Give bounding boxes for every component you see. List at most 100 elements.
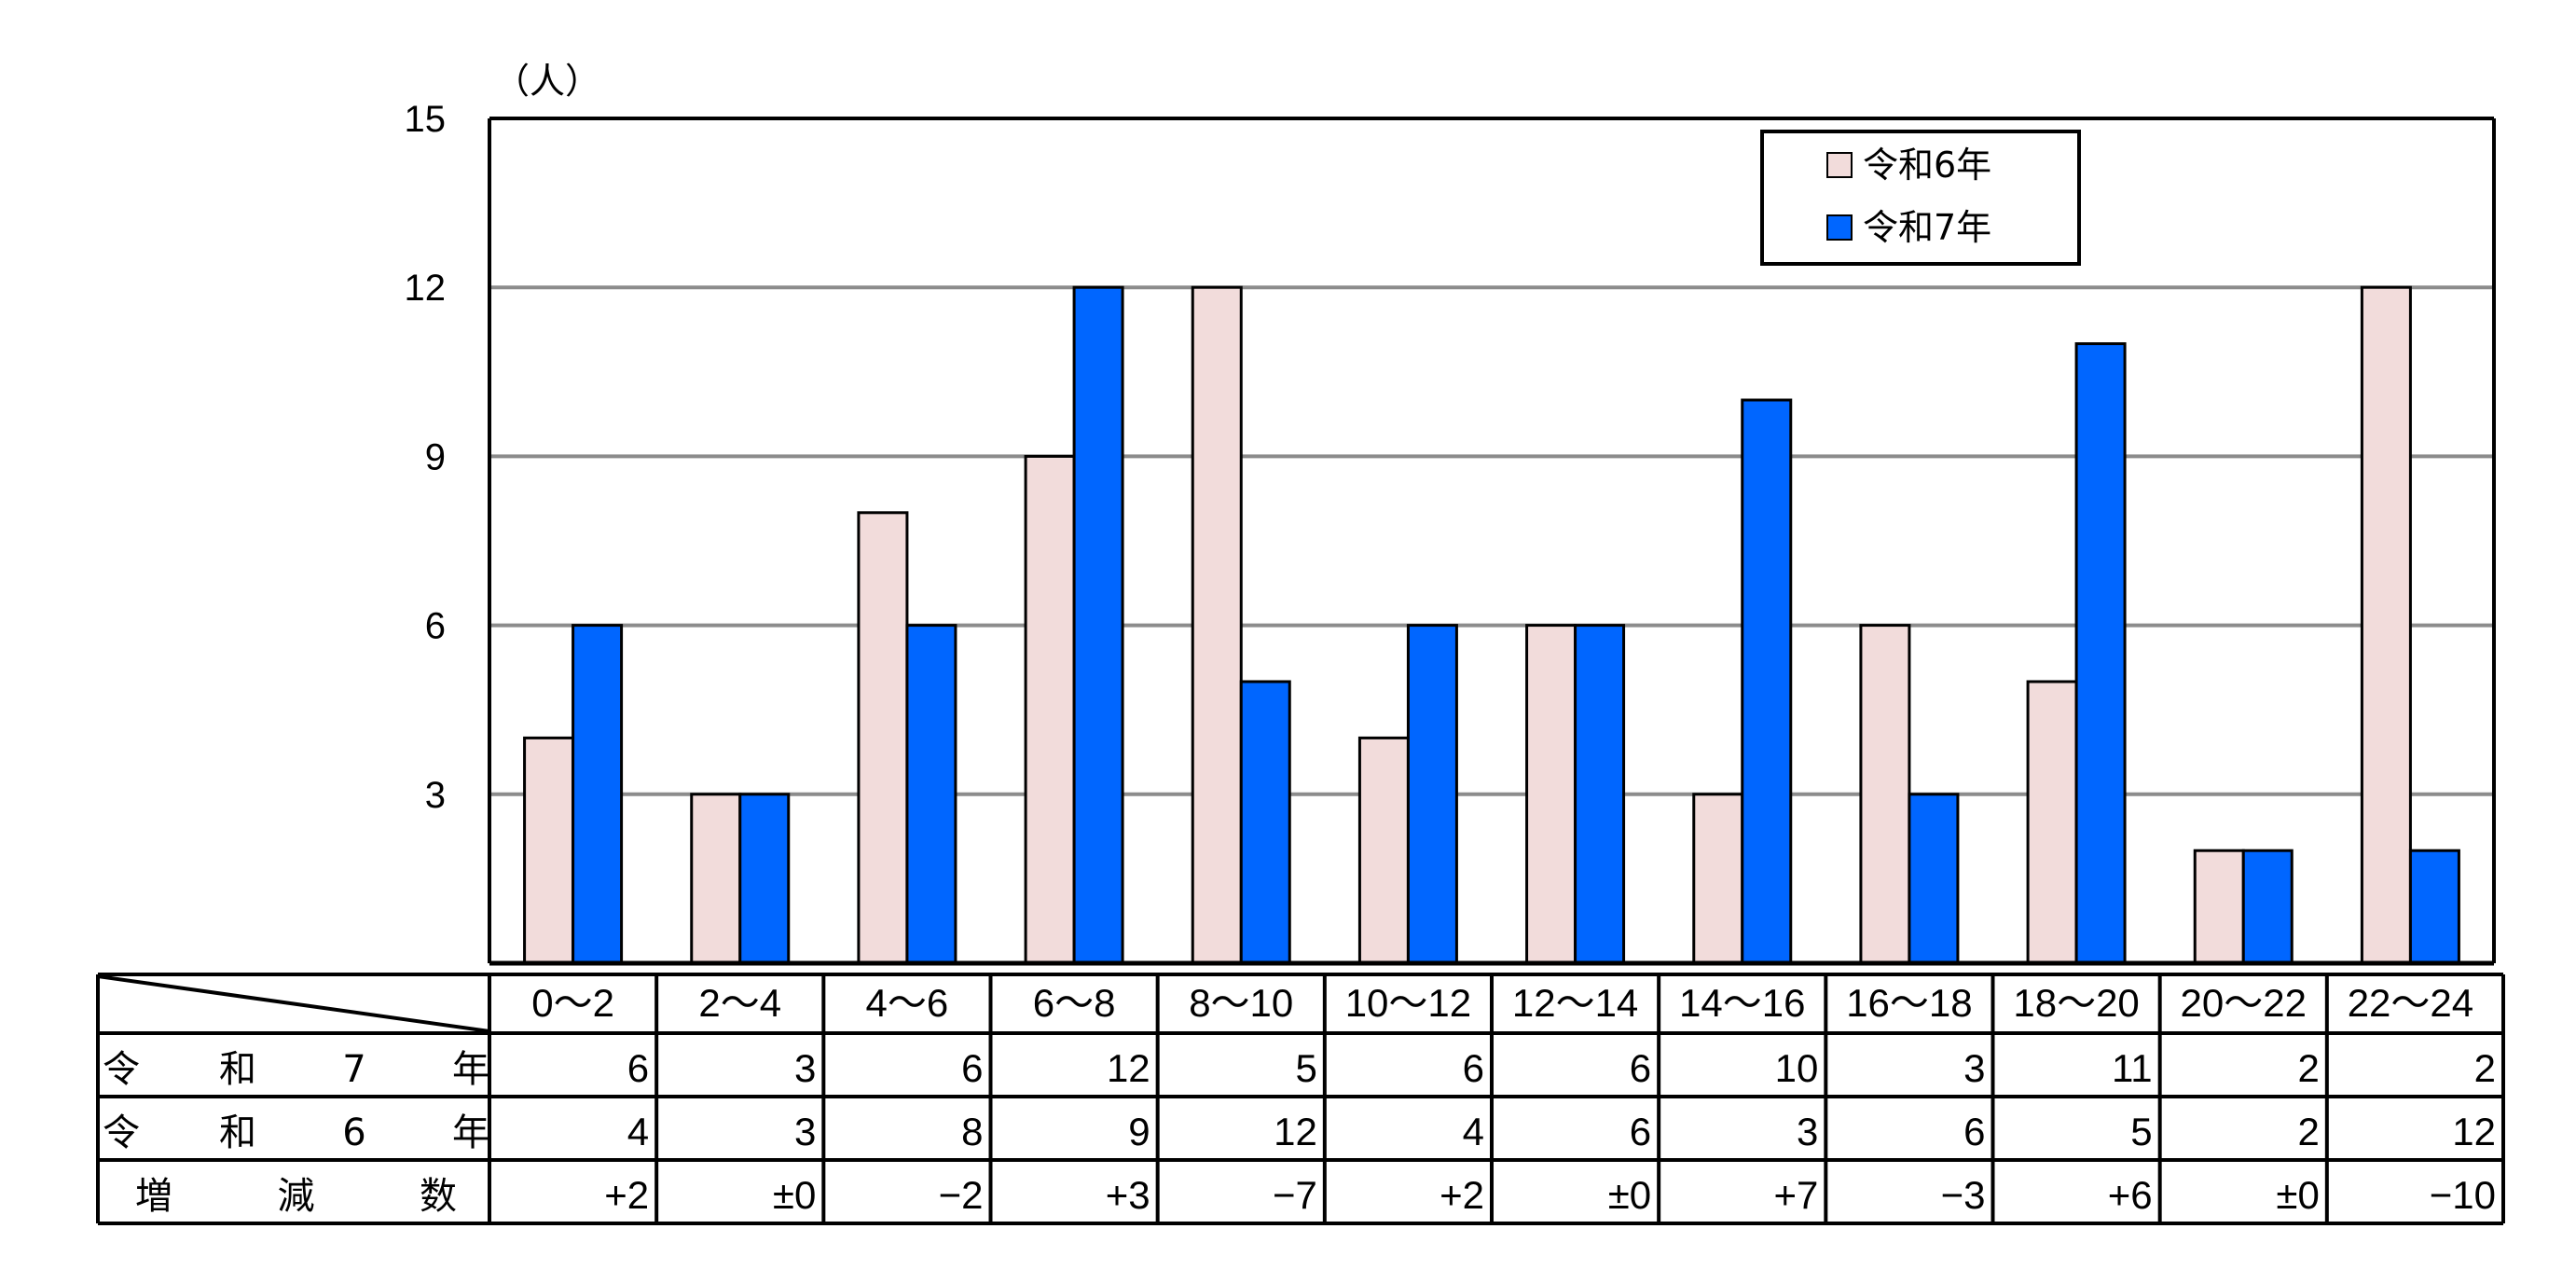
- table-cell: 4: [627, 1110, 649, 1153]
- row-label-char: 6: [342, 1111, 365, 1154]
- bar-r6: [2193, 849, 2245, 965]
- row-label-char: 減: [278, 1175, 315, 1218]
- table-cell: 2: [2474, 1046, 2496, 1090]
- bar-r7: [1574, 624, 1626, 965]
- bar-r6: [2026, 680, 2078, 965]
- bar-r6: [857, 511, 909, 965]
- bar-r6: [690, 793, 742, 965]
- table-cell: ±0: [773, 1173, 816, 1217]
- table-cell: 4: [1463, 1110, 1484, 1153]
- header-diagonal: [97, 974, 490, 1033]
- table-cell: 9: [1128, 1110, 1150, 1153]
- y-tick-label: 9: [425, 436, 446, 477]
- bar-r6: [523, 736, 575, 965]
- category-label: 10～12: [1345, 981, 1471, 1025]
- category-label: 12～14: [1512, 981, 1638, 1025]
- table-cell: 3: [1963, 1046, 1985, 1090]
- row-label-char: 増: [135, 1175, 172, 1218]
- bar-r7: [1239, 680, 1291, 965]
- legend-label: 令和7年: [1863, 207, 1991, 248]
- y-unit-label: （人）: [494, 61, 600, 102]
- row-label-char: 和: [219, 1048, 256, 1091]
- bar-r7: [905, 624, 957, 965]
- table-cell: 6: [1630, 1110, 1651, 1153]
- y-tick-label: 15: [405, 99, 447, 140]
- table-cell: −2: [939, 1173, 984, 1217]
- table-cell: −7: [1273, 1173, 1317, 1217]
- bar-r7: [1908, 793, 1960, 965]
- bar-r7: [572, 624, 624, 965]
- table-cell: 11: [2112, 1046, 2153, 1090]
- data-table: 0～2 2～4 4～6 6～8 8～10 10～12 12～14 14～16 16～18 18～2…: [96, 973, 2505, 1225]
- category-label: 0～2: [531, 981, 614, 1025]
- table-cell: +2: [604, 1173, 649, 1217]
- table-cell: 6: [1630, 1046, 1651, 1090]
- table-cell: 6: [1463, 1046, 1484, 1090]
- table-cell: +7: [1773, 1173, 1818, 1217]
- table-cell: +2: [1440, 1173, 1484, 1217]
- table-cell: 8: [961, 1110, 983, 1153]
- bars: [523, 285, 2460, 965]
- gridlines: [489, 285, 2494, 796]
- table-cell: −3: [1941, 1173, 1986, 1217]
- table-cell: −10: [2430, 1173, 2496, 1217]
- legend-swatch: [1826, 152, 1853, 178]
- table-cell: 6: [961, 1046, 983, 1090]
- bar-r6: [1024, 454, 1076, 965]
- y-tick-label: 3: [425, 775, 446, 816]
- category-label: 16～18: [1846, 981, 1972, 1025]
- category-label: 22～24: [2348, 981, 2473, 1025]
- table-cell: 3: [794, 1110, 816, 1153]
- table-cell: 5: [2130, 1110, 2152, 1153]
- bar-r6: [1692, 793, 1744, 965]
- bar-r7: [2241, 849, 2294, 965]
- bar-r7: [1072, 285, 1124, 965]
- table-cell: 12: [2452, 1110, 2496, 1153]
- bar-r6: [1859, 624, 1911, 965]
- table-cell: 6: [1963, 1110, 1985, 1153]
- table-cell: ±0: [2276, 1173, 2319, 1217]
- table-cell: 12: [1107, 1046, 1150, 1090]
- table-cell: 5: [1295, 1046, 1316, 1090]
- row-label-char: 和: [219, 1111, 256, 1154]
- category-label: 2～4: [698, 981, 781, 1025]
- table-cell: +6: [2108, 1173, 2153, 1217]
- y-tick-label: 6: [425, 606, 446, 647]
- category-label: 20～22: [2181, 981, 2307, 1025]
- row-label-char: 年: [452, 1048, 489, 1091]
- row-label-char: 7: [342, 1048, 365, 1091]
- legend-box: [1760, 130, 2081, 266]
- table-cell: 2: [2297, 1046, 2319, 1090]
- category-label: 14～16: [1679, 981, 1805, 1025]
- table-cell: 3: [794, 1046, 816, 1090]
- row-label-char: 年: [452, 1111, 489, 1154]
- bar-r7: [2408, 849, 2460, 965]
- table-cell: +3: [1106, 1173, 1150, 1217]
- plot-frame: [488, 117, 2496, 966]
- bar-r7: [2074, 342, 2127, 965]
- category-label: 8～10: [1189, 981, 1293, 1025]
- table-cell: 10: [1775, 1046, 1819, 1090]
- table-cell: ±0: [1608, 1173, 1651, 1217]
- legend-swatch: [1826, 214, 1853, 241]
- table-cell: 2: [2297, 1110, 2319, 1153]
- bar-r6: [1525, 624, 1577, 965]
- bar-r7: [738, 793, 791, 965]
- bar-r6: [1191, 285, 1243, 965]
- y-axis: 3 6 9 12 15 （人）: [405, 61, 601, 816]
- y-tick-label: 12: [405, 268, 447, 309]
- bar-r6: [2360, 285, 2412, 965]
- table-cell: 6: [627, 1046, 649, 1090]
- category-label: 18～20: [2013, 981, 2139, 1025]
- category-label: 4～6: [866, 981, 949, 1025]
- legend-label: 令和6年: [1863, 145, 1991, 186]
- table-cell: 12: [1274, 1110, 1317, 1153]
- bar-r7: [1741, 398, 1793, 965]
- table-cell: 3: [1797, 1110, 1818, 1153]
- bar-r6: [1357, 736, 1410, 965]
- row-label-char: 令: [103, 1048, 140, 1091]
- category-label: 6～8: [1033, 981, 1116, 1025]
- row-label-char: 令: [103, 1111, 140, 1154]
